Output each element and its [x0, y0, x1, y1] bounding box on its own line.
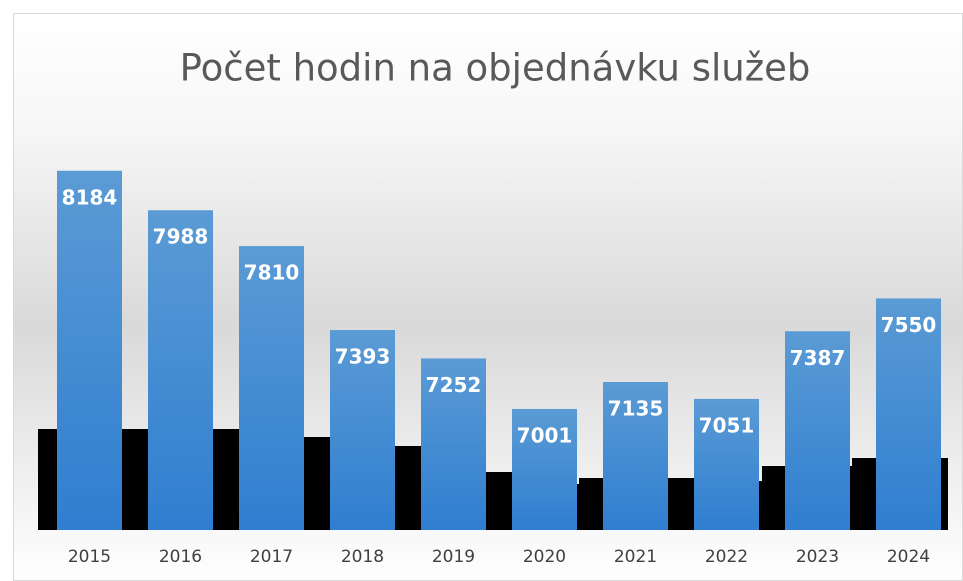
x-tick-label: 2020	[523, 547, 566, 567]
value-label: 7252	[426, 373, 482, 397]
bar	[148, 210, 213, 530]
bar	[512, 408, 577, 530]
x-tick-label: 2018	[341, 547, 384, 567]
x-tick-label: 2021	[614, 547, 657, 567]
bar	[785, 331, 850, 530]
value-label: 8184	[62, 185, 118, 209]
value-label: 7393	[335, 345, 391, 369]
x-tick-label: 2023	[796, 547, 839, 567]
value-label: 7387	[790, 346, 846, 370]
bar	[421, 358, 486, 530]
bar	[239, 246, 304, 530]
bar	[57, 170, 122, 530]
x-tick-label: 2022	[705, 547, 748, 567]
value-label: 7001	[517, 423, 573, 447]
value-label: 7988	[153, 225, 209, 249]
x-tick-label: 2017	[250, 547, 293, 567]
bar	[330, 330, 395, 530]
value-label: 7051	[699, 413, 755, 437]
x-tick-label: 2015	[68, 547, 111, 567]
value-label: 7810	[244, 261, 300, 285]
bar	[876, 298, 941, 530]
x-tick-label: 2016	[159, 547, 202, 567]
bar	[694, 398, 759, 530]
chart-title: Počet hodin na objednávku služeb	[180, 47, 811, 90]
value-label: 7550	[881, 313, 937, 337]
value-label: 7135	[608, 396, 664, 420]
bar	[603, 381, 668, 530]
x-tick-label: 2024	[887, 547, 930, 567]
x-tick-label: 2019	[432, 547, 475, 567]
